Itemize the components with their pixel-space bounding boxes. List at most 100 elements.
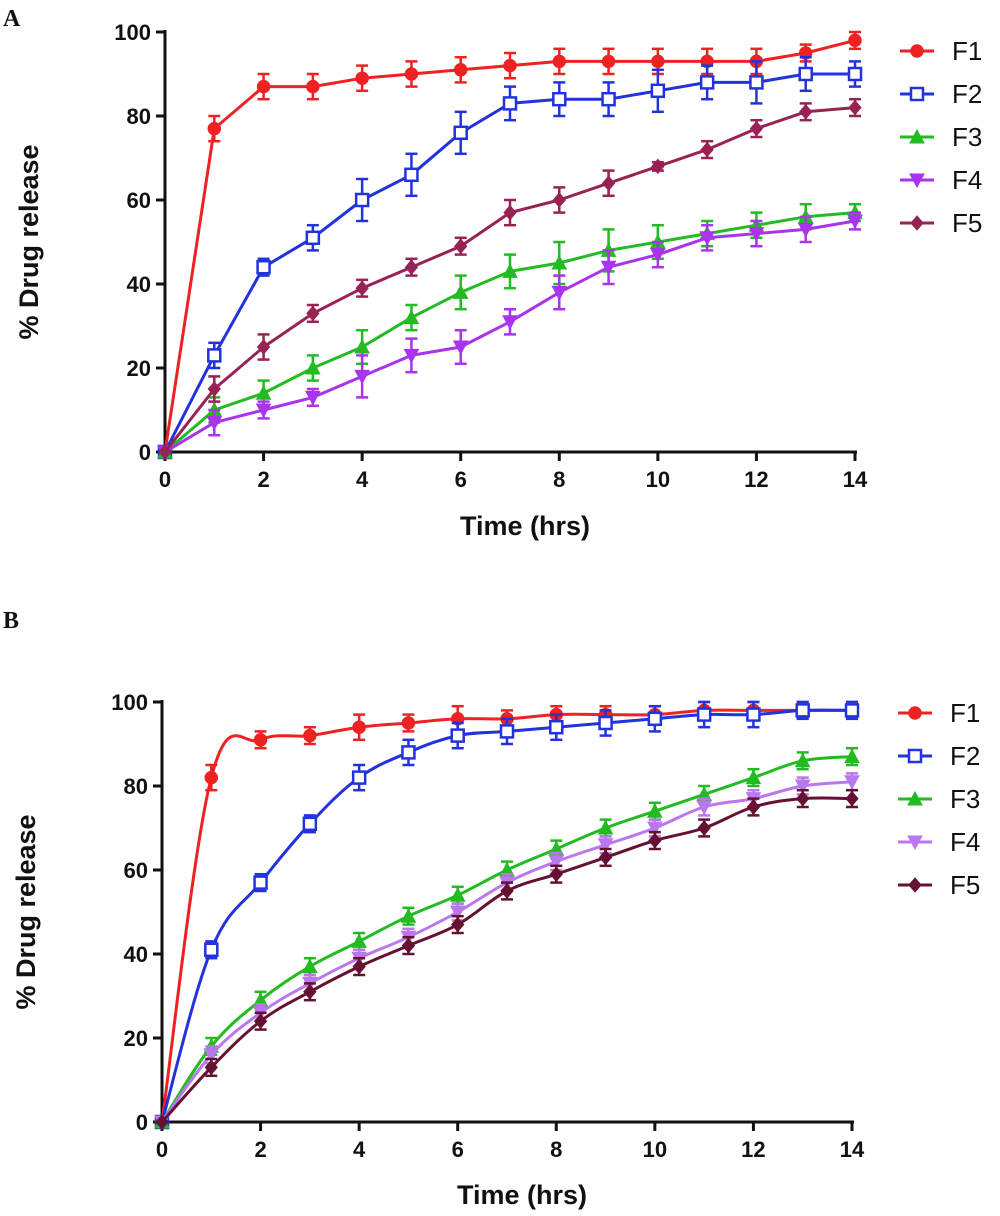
x-tick-label-b: 4 [353, 1137, 366, 1162]
legend-label: F2 [952, 79, 982, 109]
x-tick-label-b: 6 [452, 1137, 464, 1162]
data-point [598, 715, 613, 731]
x-tick-label-b: 10 [643, 1137, 667, 1162]
data-point [848, 33, 862, 48]
data-point [551, 254, 568, 270]
chart-panel-a: A 0 20 40 60 80 100 0 2 4 6 8 10 12 14 Time (hrs) % Dru… [3, 6, 982, 541]
legend-label: F5 [950, 870, 980, 900]
data-point [256, 339, 271, 355]
series-f5-a [158, 97, 862, 460]
data-point [449, 905, 466, 921]
series-line-f1-b [160, 708, 854, 1124]
data-point [699, 75, 715, 90]
data-point [549, 719, 564, 735]
x-tick-label-a: 12 [744, 467, 768, 492]
data-point [598, 849, 613, 866]
legend-item-f4-b: F4 [898, 827, 980, 857]
data-point [404, 67, 419, 81]
x-tick-label-a: 0 [159, 467, 171, 492]
data-point [302, 958, 318, 974]
data-point [204, 1059, 218, 1076]
x-tick-label-b: 0 [156, 1137, 168, 1162]
data-point [794, 752, 811, 768]
y-tick-label-b: 80 [124, 774, 148, 799]
data-point [255, 385, 272, 400]
data-point [351, 770, 367, 785]
data-point [453, 63, 468, 77]
data-point [404, 259, 419, 275]
legend-label: F4 [950, 827, 980, 857]
data-point [700, 141, 714, 158]
legend-item-f1-a: F1 [900, 36, 982, 66]
data-point [651, 54, 665, 69]
x-axis-title-b: Time (hrs) [457, 1180, 587, 1210]
legend-item-f5-a: F5 [900, 208, 982, 238]
x-tick-label-a: 4 [356, 467, 369, 492]
data-point [503, 204, 517, 221]
data-point [650, 248, 666, 263]
data-point [303, 728, 317, 743]
y-axis-title-b: % Drug release [11, 814, 41, 1009]
data-point [552, 91, 567, 107]
x-tick-label-a: 8 [553, 467, 565, 492]
data-point [648, 832, 662, 849]
legend-marker [909, 173, 925, 189]
data-point [352, 720, 366, 734]
legend-label: F5 [952, 208, 982, 238]
data-point [647, 803, 663, 818]
legend-label: F1 [950, 698, 980, 728]
data-point [549, 866, 563, 882]
data-point [500, 883, 514, 899]
legend-marker [907, 790, 923, 806]
x-tick-label-b: 2 [254, 1137, 266, 1162]
y-tick-label-a: 100 [114, 20, 151, 45]
data-point [400, 908, 417, 923]
data-point [204, 942, 219, 958]
data-point [253, 733, 268, 747]
data-point [699, 231, 715, 246]
legend-item-f5-b: F5 [898, 870, 980, 900]
y-tick-label-a: 60 [127, 188, 151, 213]
data-point [746, 707, 761, 722]
data-point [354, 338, 370, 354]
data-point [601, 91, 616, 107]
data-point [207, 121, 222, 136]
data-point [552, 54, 567, 69]
legend-label: F3 [950, 784, 980, 814]
data-point [158, 444, 172, 460]
data-point [401, 937, 416, 954]
data-point [551, 285, 568, 301]
data-point [696, 707, 712, 722]
data-point [305, 359, 321, 375]
data-point [354, 192, 370, 208]
data-point [651, 158, 665, 175]
x-tick-label-b: 14 [840, 1137, 865, 1162]
data-point [748, 227, 765, 242]
y-tick-label-a: 80 [127, 104, 151, 129]
legend-label: F4 [952, 165, 982, 195]
data-point [548, 855, 565, 870]
data-point [502, 263, 518, 278]
data-point [848, 99, 862, 116]
legend-item-f1-b: F1 [898, 698, 980, 728]
data-point [794, 779, 811, 795]
data-point [306, 305, 320, 322]
y-tick-label-b: 60 [124, 858, 148, 883]
x-tick-label-a: 6 [455, 467, 467, 492]
legend-label: F1 [952, 36, 982, 66]
legend-marker [908, 877, 922, 893]
data-point [746, 799, 761, 815]
series-f4-a [157, 211, 863, 461]
y-tick-label-a: 40 [127, 272, 151, 297]
data-point [798, 66, 813, 82]
y-tick-label-a: 0 [139, 440, 151, 465]
y-tick-label-b: 0 [136, 1110, 148, 1135]
data-point [499, 724, 515, 739]
data-point [305, 390, 321, 406]
data-point [204, 770, 219, 785]
data-point [696, 800, 712, 816]
data-point [647, 711, 663, 727]
data-point [354, 369, 370, 385]
data-point [454, 238, 468, 254]
